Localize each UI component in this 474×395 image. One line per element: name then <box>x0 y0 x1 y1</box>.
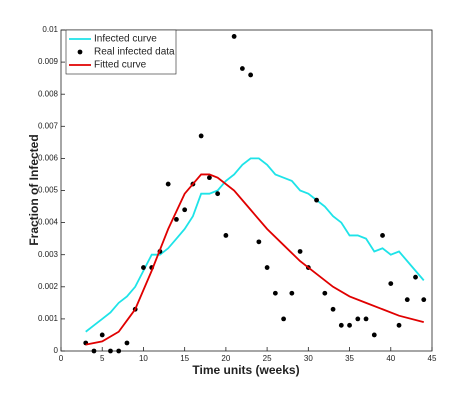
data-point <box>248 72 254 78</box>
data-point <box>182 207 188 213</box>
legend-label: Infected curve <box>94 34 157 45</box>
data-point <box>355 316 361 322</box>
x-tick-label: 10 <box>139 354 148 363</box>
data-point <box>99 332 105 338</box>
y-tick-label: 0.003 <box>38 250 59 259</box>
y-tick-label: 0.01 <box>42 25 58 34</box>
y-tick-label: 0.001 <box>38 314 59 323</box>
data-point <box>297 249 303 254</box>
data-point <box>363 316 369 322</box>
x-tick-label: 20 <box>221 354 230 363</box>
series-line <box>85 173 424 346</box>
data-point <box>264 265 270 270</box>
data-point <box>124 340 130 346</box>
x-tick-label: 0 <box>59 354 64 363</box>
data-point <box>272 290 278 296</box>
data-point <box>289 290 295 296</box>
y-tick-label: 0.005 <box>38 186 59 195</box>
series-line <box>85 157 425 333</box>
data-point <box>371 332 377 338</box>
data-point <box>256 239 262 245</box>
x-tick-label: 30 <box>304 354 313 363</box>
y-axis-label: Fraction of Infected <box>27 134 41 245</box>
data-point <box>322 290 328 296</box>
data-point <box>108 348 113 354</box>
data-point <box>380 233 385 238</box>
data-point <box>165 181 171 187</box>
x-tick-label: 45 <box>428 354 437 363</box>
y-tick-label: 0.004 <box>38 218 59 227</box>
x-tick-label: 35 <box>345 354 354 363</box>
x-tick-label: 15 <box>180 354 189 363</box>
data-point <box>421 297 427 303</box>
data-point <box>413 274 418 280</box>
y-tick-label: 0 <box>54 346 59 355</box>
y-tick-label: 0.008 <box>38 89 59 98</box>
legend-label: Real infected data <box>94 47 175 58</box>
data-point <box>91 348 97 354</box>
plot-frame <box>60 29 433 352</box>
legend-swatch <box>77 49 83 55</box>
data-point <box>338 322 344 328</box>
y-tick-label: 0.007 <box>38 121 59 130</box>
data-point <box>404 297 410 303</box>
data-point <box>198 133 204 139</box>
data-point <box>215 191 221 197</box>
data-point <box>207 175 212 181</box>
x-axis-label: Time units (weeks) <box>192 363 299 377</box>
x-tick-label: 25 <box>263 354 272 363</box>
data-point <box>231 34 237 39</box>
data-point <box>239 66 245 71</box>
data-point <box>330 306 336 312</box>
legend-label: Fitted curve <box>94 60 147 71</box>
x-tick-label: 5 <box>100 354 105 363</box>
x-tick-label: 40 <box>386 354 395 363</box>
y-tick-label: 0.009 <box>38 57 59 66</box>
data-point <box>141 265 146 270</box>
data-point <box>281 316 286 322</box>
data-point <box>347 322 352 328</box>
legend-box <box>65 29 177 75</box>
data-point <box>223 233 229 238</box>
data-point <box>116 348 122 354</box>
data-point <box>388 281 394 286</box>
data-point <box>174 216 179 222</box>
y-tick-label: 0.006 <box>38 154 59 163</box>
data-point <box>314 197 319 203</box>
y-tick-label: 0.002 <box>38 282 59 291</box>
data-point <box>396 322 402 328</box>
